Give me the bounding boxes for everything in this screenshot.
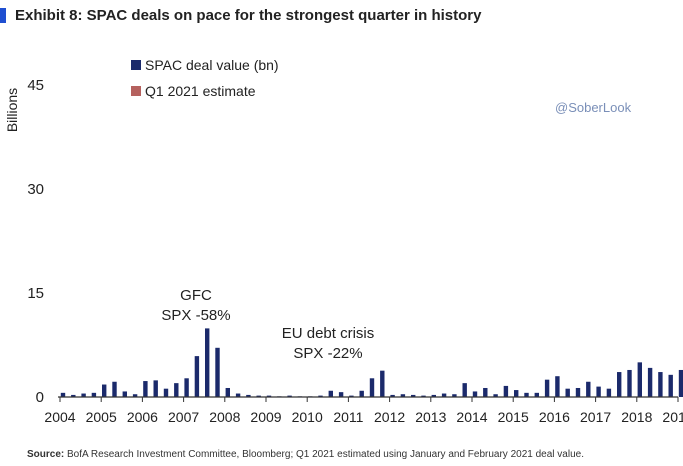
x-tick-label: 2004	[44, 409, 75, 425]
bar-actual	[122, 391, 127, 397]
bar-actual	[215, 347, 220, 397]
bar-actual	[266, 395, 272, 397]
bar-actual	[163, 388, 169, 397]
bar-actual	[112, 381, 117, 397]
x-tick-label: 2010	[292, 409, 323, 425]
bar-actual	[102, 384, 107, 397]
bar-actual	[287, 395, 292, 397]
x-tick-label: 2005	[86, 409, 117, 425]
annotation-text: GFC	[180, 287, 212, 304]
bar-actual	[246, 394, 251, 397]
source-text: BofA Research Investment Committee, Bloo…	[67, 449, 584, 460]
title-accent-bar	[0, 8, 6, 23]
bar-actual	[225, 387, 230, 397]
x-tick-label: 2008	[209, 409, 240, 425]
x-tick-label: 2019	[662, 409, 683, 425]
bar-actual	[462, 383, 467, 397]
bar-actual	[359, 390, 364, 397]
bar-actual	[678, 369, 683, 397]
bar-actual	[524, 392, 529, 397]
source-label: Source:	[27, 449, 65, 460]
legend-swatch-estimate	[131, 86, 141, 96]
bar-actual	[472, 391, 478, 397]
bar-actual	[338, 392, 344, 397]
bar-actual	[235, 393, 241, 397]
y-axis-title: Billions	[4, 88, 20, 132]
bar-actual	[606, 388, 612, 397]
bar-actual	[132, 394, 138, 397]
exhibit-header: Exhibit 8: SPAC deals on pace for the st…	[0, 5, 683, 27]
bar-actual	[503, 385, 509, 397]
x-tick-label: 2017	[580, 409, 611, 425]
bar-actual	[637, 362, 642, 397]
bar-actual	[369, 378, 375, 397]
bar-actual	[411, 394, 416, 397]
x-tick-label: 2013	[415, 409, 446, 425]
x-tick-label: 2018	[621, 409, 652, 425]
bar-actual	[596, 386, 601, 397]
bar-actual	[60, 392, 66, 397]
x-tick-label: 2007	[168, 409, 199, 425]
bar-actual	[91, 392, 97, 397]
bar-actual	[174, 383, 179, 397]
y-tick-label: 45	[27, 77, 44, 94]
watermark-text: @SoberLook	[555, 100, 632, 115]
annotation-text: EU debt crisis	[282, 325, 375, 342]
legend-label-actual: SPAC deal value (bn)	[145, 57, 279, 73]
legend-swatch-actual	[131, 60, 141, 70]
bar-actual	[647, 367, 653, 397]
source-note: Source: BofA Research Investment Committ…	[27, 449, 584, 460]
y-tick-label: 15	[27, 285, 44, 302]
bar-actual	[441, 393, 447, 397]
x-tick-label: 2015	[498, 409, 529, 425]
bar-actual	[194, 356, 200, 397]
bar-actual	[668, 374, 673, 397]
bar-actual	[555, 376, 560, 397]
bar-actual	[483, 387, 488, 397]
bar-actual	[534, 392, 539, 397]
bar-actual	[658, 372, 663, 397]
bar-actual	[205, 328, 210, 397]
bar-actual	[431, 394, 436, 397]
x-tick-label: 2009	[250, 409, 281, 425]
bar-actual	[390, 394, 395, 397]
bar-actual	[143, 381, 148, 397]
x-tick-label: 2011	[333, 409, 363, 425]
x-tick-label: 2012	[374, 409, 405, 425]
bar-actual	[565, 388, 570, 397]
x-tick-label: 2014	[456, 409, 487, 425]
bar-actual	[400, 394, 406, 397]
bar-actual	[544, 379, 550, 397]
bar-actual	[586, 381, 591, 397]
x-tick-label: 2006	[127, 409, 158, 425]
y-tick-label: 0	[36, 389, 44, 406]
bar-actual	[81, 393, 86, 397]
bar-actual	[452, 394, 457, 397]
bar-actual	[627, 369, 632, 397]
bar-actual	[493, 394, 498, 397]
chart-title: Exhibit 8: SPAC deals on pace for the st…	[15, 7, 482, 24]
spac-bar-chart: Billions 0 15 30 45 2004 2005 2006 2007 2008 2009 2…	[4, 57, 683, 425]
bar-actual	[349, 395, 354, 397]
bar-actual	[575, 387, 581, 397]
bar-actual	[153, 380, 158, 397]
annotation-text: SPX -58%	[161, 307, 230, 324]
bar-actual	[71, 394, 76, 397]
bar-actual	[318, 395, 323, 397]
annotation-text: SPX -22%	[293, 345, 362, 362]
bar-actual	[184, 378, 189, 397]
bar-actual	[617, 372, 622, 397]
bar-actual	[256, 395, 261, 397]
bar-actual	[421, 395, 426, 397]
legend-label-estimate: Q1 2021 estimate	[145, 83, 256, 99]
x-tick-label: 2016	[539, 409, 570, 425]
bar-actual	[514, 390, 519, 397]
bar-actual	[328, 390, 333, 397]
y-tick-label: 30	[27, 181, 44, 198]
bar-actual	[380, 370, 385, 397]
